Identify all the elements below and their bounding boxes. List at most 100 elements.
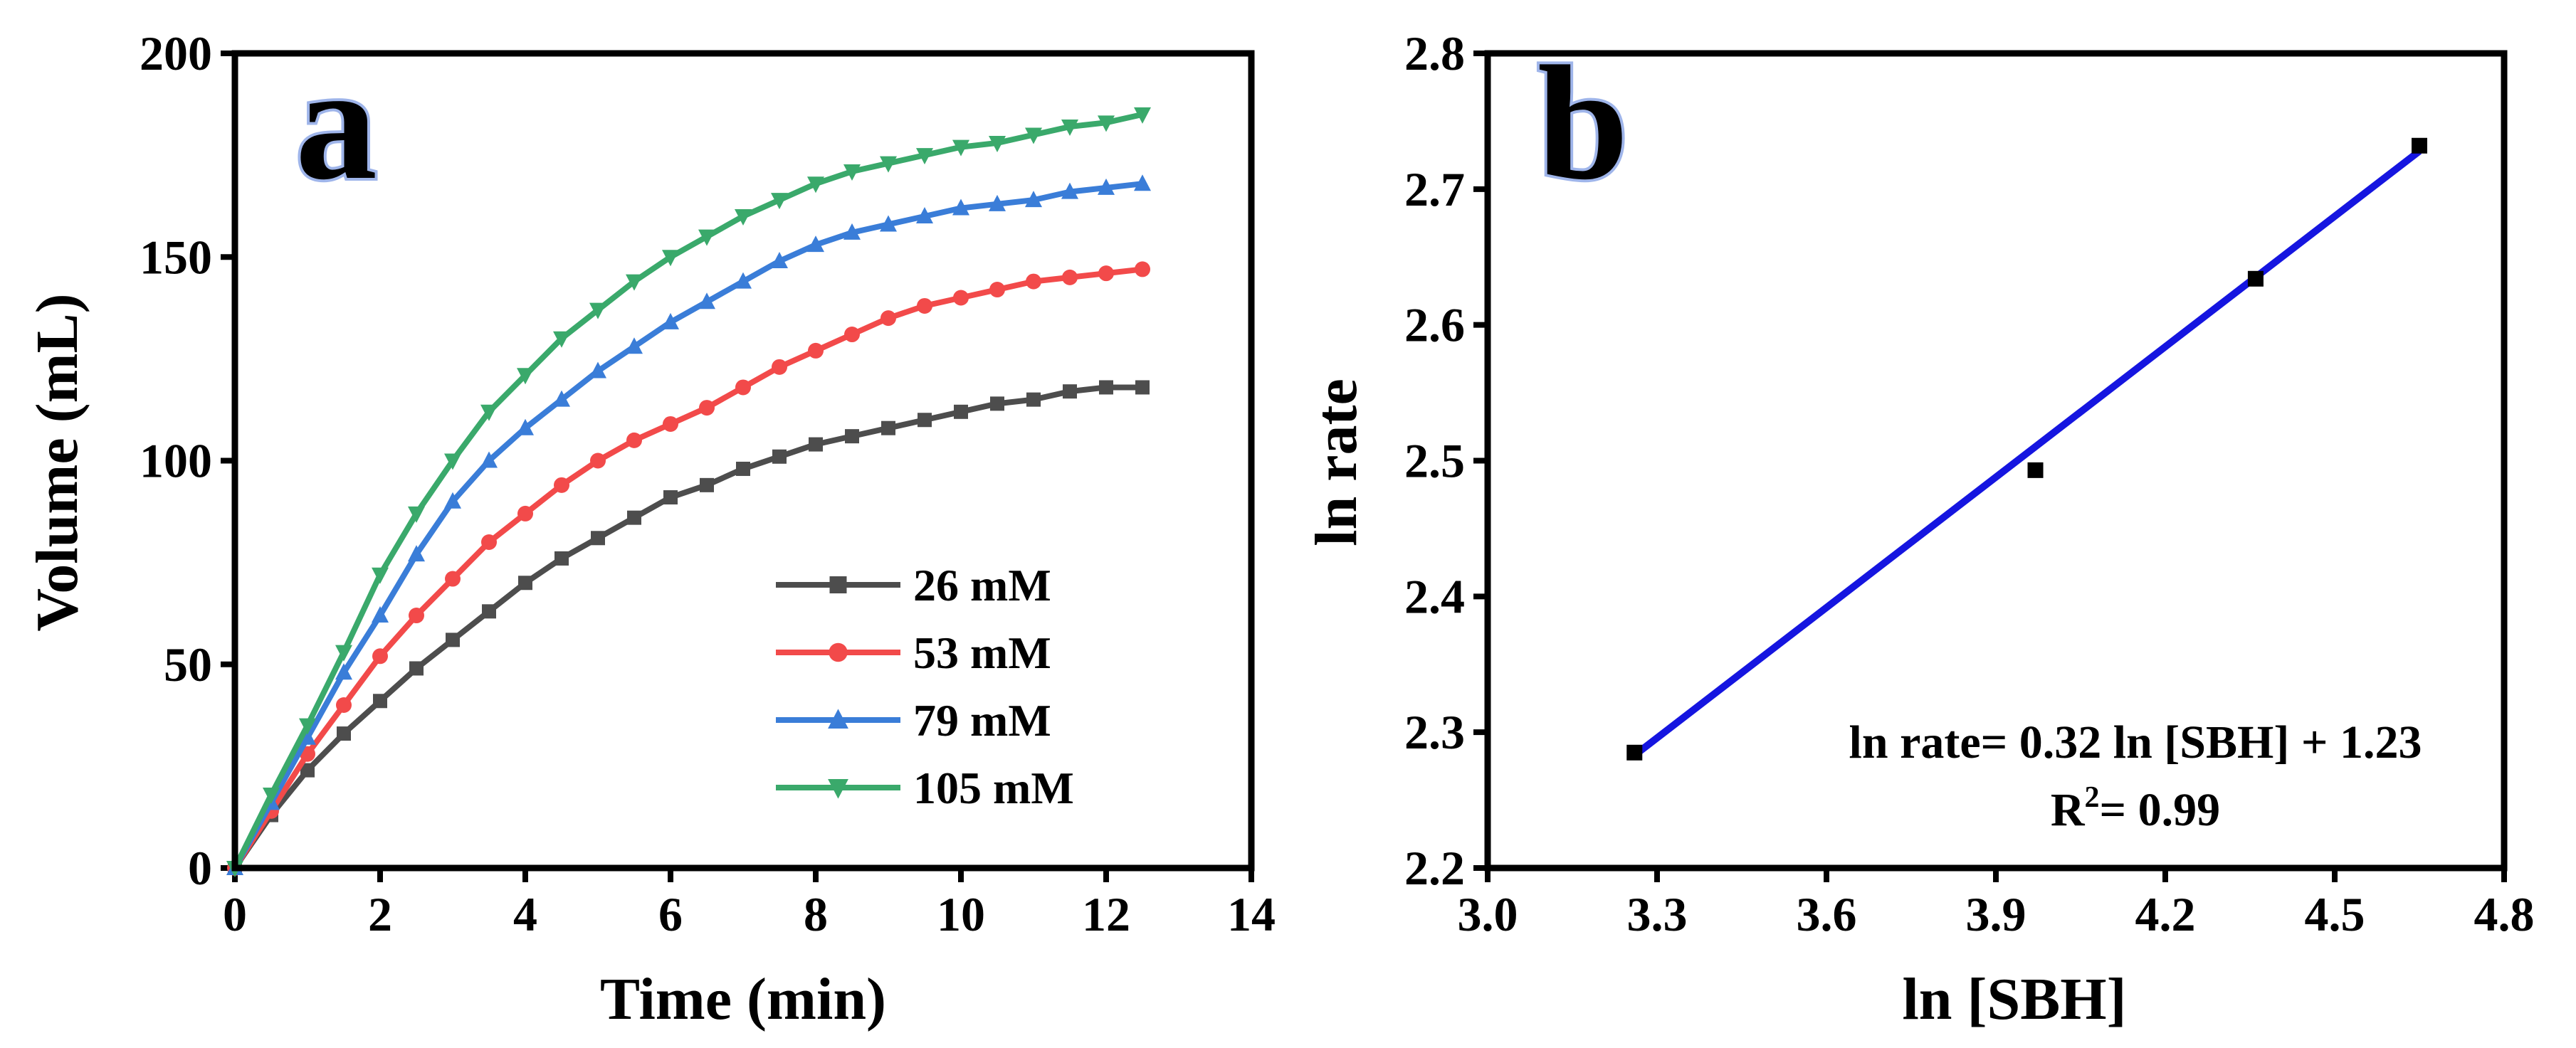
legend-item: 79 mM bbox=[776, 695, 1051, 746]
series-1 bbox=[227, 261, 1150, 876]
data-point bbox=[554, 477, 569, 493]
data-point bbox=[698, 292, 715, 309]
data-point bbox=[662, 312, 679, 329]
data-point bbox=[2027, 462, 2044, 478]
data-point bbox=[2412, 137, 2427, 154]
panel-a-x-tick-label: 2 bbox=[368, 887, 392, 941]
data-point bbox=[1135, 380, 1150, 395]
data-point bbox=[590, 452, 606, 469]
data-point bbox=[735, 379, 751, 396]
panel-b-y-axis-title: ln rate bbox=[1303, 379, 1370, 546]
panel-b-y-tick-label: 2.4 bbox=[1404, 569, 1465, 623]
data-point bbox=[554, 551, 569, 566]
data-point bbox=[409, 608, 424, 624]
data-point bbox=[444, 492, 461, 509]
data-point bbox=[916, 207, 933, 223]
data-point bbox=[626, 274, 643, 291]
series-2 bbox=[226, 174, 1151, 875]
data-point bbox=[918, 413, 932, 428]
panel-b-letter: b bbox=[1537, 32, 1629, 213]
data-point bbox=[337, 726, 351, 741]
data-point bbox=[844, 327, 860, 343]
data-point bbox=[553, 331, 570, 348]
data-point bbox=[1098, 178, 1115, 195]
panel-b-x-tick-label: 3.3 bbox=[1627, 887, 1688, 941]
panel-b-x-tick-label: 3.0 bbox=[1458, 887, 1518, 941]
data-point bbox=[409, 661, 424, 676]
data-point bbox=[953, 290, 969, 306]
series-3 bbox=[226, 107, 1151, 877]
panel-b-y-tick-label: 2.6 bbox=[1404, 298, 1465, 352]
panel-a-y-tick-label: 150 bbox=[140, 230, 212, 284]
data-point bbox=[299, 718, 316, 735]
panel-a-y-tick-label: 100 bbox=[140, 434, 212, 488]
data-point bbox=[880, 310, 896, 327]
panel-a-ticks: 0 2 4 6 8 10 12 14 0 50 100 150 200 bbox=[140, 26, 1276, 941]
data-point bbox=[843, 164, 861, 181]
data-point bbox=[1026, 392, 1041, 407]
data-point bbox=[698, 229, 715, 246]
data-point bbox=[1061, 120, 1078, 137]
data-point bbox=[336, 697, 352, 713]
series-line bbox=[232, 111, 1143, 869]
panel-a-x-axis-title: Time (min) bbox=[600, 966, 886, 1032]
panel-a-frame bbox=[231, 50, 1255, 872]
panel-a-x-tick-label: 10 bbox=[937, 887, 985, 941]
data-point bbox=[481, 534, 497, 550]
panel-a-series bbox=[226, 107, 1151, 877]
data-point bbox=[1025, 191, 1042, 208]
legend-marker bbox=[829, 642, 848, 662]
data-point bbox=[518, 576, 532, 591]
data-point bbox=[881, 420, 895, 435]
data-point bbox=[736, 461, 750, 476]
data-point bbox=[408, 545, 425, 562]
data-point bbox=[952, 139, 969, 157]
legend-label: 105 mM bbox=[913, 763, 1074, 813]
panel-b-y-tick-label: 2.3 bbox=[1404, 705, 1465, 759]
data-point bbox=[1026, 273, 1041, 290]
panel-a-x-tick-label: 12 bbox=[1082, 887, 1130, 941]
data-point bbox=[263, 787, 280, 804]
panel-a-x-tick-label: 6 bbox=[658, 887, 683, 941]
data-point bbox=[444, 453, 461, 470]
legend-item: 105 mM bbox=[776, 763, 1074, 813]
data-point bbox=[735, 272, 752, 289]
data-point bbox=[843, 223, 861, 240]
legend-marker bbox=[829, 576, 847, 593]
data-point bbox=[299, 728, 316, 745]
data-point bbox=[589, 361, 606, 379]
data-point bbox=[663, 416, 678, 432]
data-point bbox=[1063, 384, 1077, 399]
data-point bbox=[989, 282, 1005, 298]
data-point bbox=[1135, 261, 1150, 277]
panel-a-letter: a bbox=[295, 32, 377, 213]
panel-b-x-tick-label: 3.6 bbox=[1797, 887, 1857, 941]
data-point bbox=[591, 531, 605, 546]
data-point bbox=[517, 368, 534, 385]
panel-a-x-tick-label: 14 bbox=[1227, 887, 1276, 941]
legend-label: 79 mM bbox=[913, 695, 1051, 746]
panel-b-x-tick-label: 3.9 bbox=[1966, 887, 2026, 941]
data-point bbox=[771, 251, 788, 268]
data-point bbox=[1025, 127, 1042, 144]
data-point bbox=[517, 418, 534, 435]
panel-b-y-tick-label: 2.8 bbox=[1404, 26, 1465, 80]
fit-line bbox=[1632, 148, 2422, 758]
data-point bbox=[446, 632, 460, 647]
panel-a-x-tick-label: 8 bbox=[804, 887, 828, 941]
data-point bbox=[1134, 174, 1151, 191]
data-point bbox=[480, 404, 498, 421]
data-point bbox=[1099, 380, 1113, 395]
data-point bbox=[300, 763, 315, 778]
data-point bbox=[700, 477, 714, 492]
data-point bbox=[553, 390, 570, 407]
data-point bbox=[1061, 182, 1078, 199]
r-squared-label: R bbox=[2051, 784, 2086, 836]
data-point bbox=[952, 199, 969, 216]
data-point bbox=[989, 135, 1006, 152]
data-point bbox=[627, 510, 641, 525]
data-point bbox=[626, 337, 643, 354]
series-0 bbox=[228, 380, 1150, 875]
data-point bbox=[372, 648, 388, 665]
